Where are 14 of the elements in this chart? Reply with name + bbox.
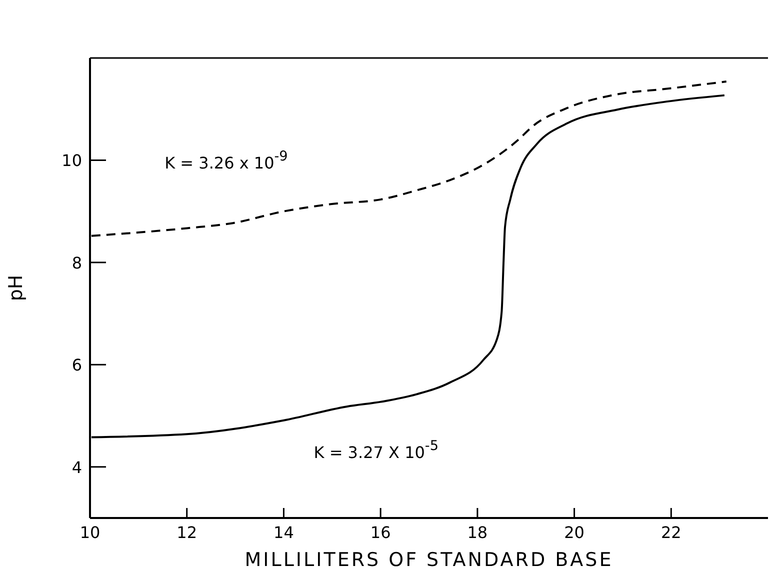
x-tick-label: 14	[274, 523, 294, 542]
y-tick-label: 8	[72, 253, 82, 272]
series-label: K = 3.27 X 10$^{-5}$	[314, 438, 438, 462]
x-tick-label: 22	[660, 523, 682, 542]
y-axis-title: pH	[5, 274, 27, 302]
y-tick-label: 10	[62, 151, 82, 170]
text: K = 3.26 x 10$^{-9}$	[164, 148, 288, 172]
y-tick-label: 4	[72, 458, 82, 477]
y-tick-label: 6	[72, 356, 82, 375]
x-tick-label: 12	[176, 523, 198, 542]
x-tick-label: 16	[370, 523, 391, 542]
x-tick-label: 20	[564, 523, 584, 542]
x-tick-label: 18	[467, 523, 488, 542]
x-axis-title: MILLILITERS OF STANDARD BASE	[244, 549, 614, 571]
